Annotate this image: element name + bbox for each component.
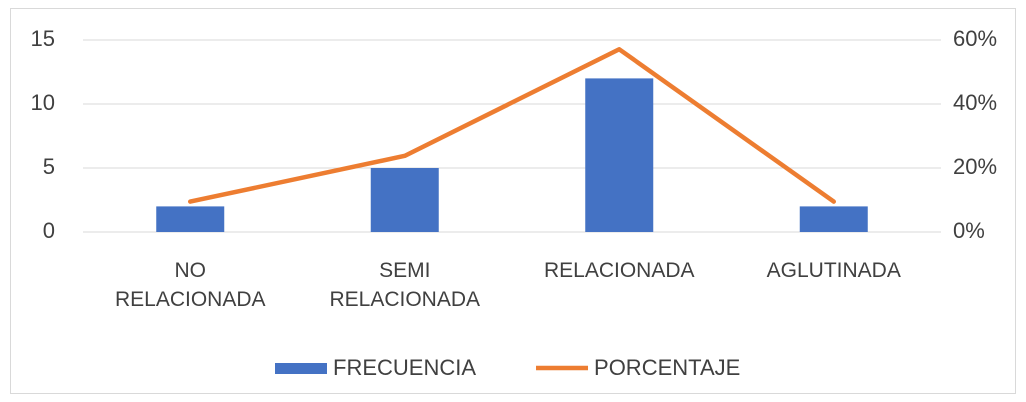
x-tick-label: RELACIONADA <box>543 259 695 282</box>
bar <box>585 78 654 233</box>
line <box>188 47 836 204</box>
y2-tick-label: 40% <box>953 90 997 115</box>
y2-tick-label: 0% <box>953 218 985 243</box>
bar <box>156 206 225 232</box>
y2-tick-label: 60% <box>953 26 997 51</box>
y2-tick-label: 20% <box>953 154 997 179</box>
x-tick-label: NO RELACIONADA <box>114 259 266 311</box>
legend-label: PORCENTAJE <box>594 355 740 380</box>
bar <box>799 206 868 232</box>
y-tick-label: 5 <box>43 154 55 179</box>
x-tick-label: SEMI RELACIONADA <box>329 259 481 311</box>
bar <box>370 168 439 232</box>
x-tick-label: AGLUTINADA <box>766 259 901 282</box>
legend-label: FRECUENCIA <box>333 355 476 380</box>
y-tick-label: 15 <box>31 26 55 51</box>
chart-frame <box>10 8 1016 394</box>
legend-swatch <box>275 363 327 374</box>
y-tick-label: 10 <box>31 90 55 115</box>
y-tick-label: 0 <box>43 218 55 243</box>
